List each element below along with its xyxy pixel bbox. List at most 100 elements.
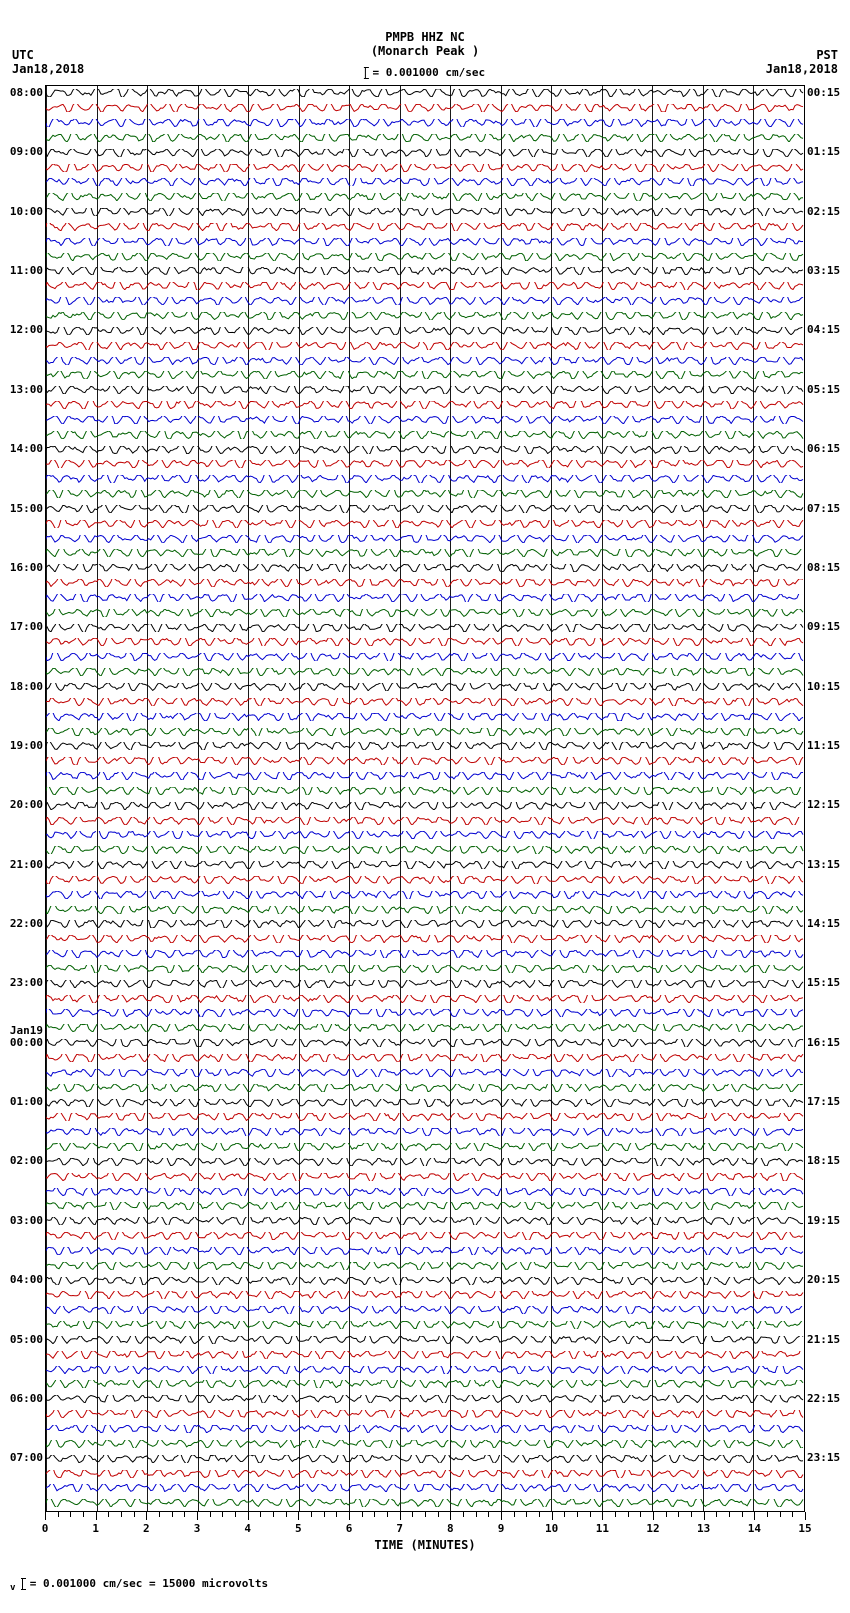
x-tick [248,1512,249,1520]
x-tick [197,1512,198,1520]
x-tick-minor [640,1512,641,1517]
utc-block: UTC Jan18,2018 [12,48,84,76]
waveform [46,920,804,928]
x-tick-minor [476,1512,477,1517]
scale-text: = 0.001000 cm/sec [373,66,486,79]
trace-row [46,1021,804,1036]
trace-row [46,516,804,531]
waveform [46,1128,804,1136]
pst-hour-label: 12:15 [804,798,840,811]
trace-row [46,457,804,472]
waveform [46,980,804,988]
waveform [46,1232,804,1240]
pst-hour-label: 10:15 [804,680,840,693]
waveform [46,802,804,810]
x-tick-minor [235,1512,236,1517]
trace-row: 21:0013:15 [46,858,804,873]
x-tick-minor [628,1512,629,1517]
x-tick-minor [615,1512,616,1517]
trace-row [46,694,804,709]
x-tick-label: 6 [346,1522,353,1535]
trace-row: 04:0020:15 [46,1273,804,1288]
x-tick-label: 0 [42,1522,49,1535]
trace-row [46,1169,804,1184]
trace-row: 18:0010:15 [46,680,804,695]
pst-hour-label: 05:15 [804,383,840,396]
x-tick-label: 11 [596,1522,609,1535]
trace-row [46,1318,804,1333]
waveform [46,861,804,869]
waveform [46,579,804,587]
waveform [46,267,804,275]
x-tick-minor [729,1512,730,1517]
pst-hour-label: 08:15 [804,561,840,574]
pst-hour-label: 07:15 [804,502,840,515]
waveform [46,891,804,899]
waveform [46,846,804,854]
trace-row [46,101,804,116]
x-tick [754,1512,755,1520]
trace-row: 22:0014:15 [46,917,804,932]
trace-row: 13:0005:15 [46,383,804,398]
pst-hour-label: 01:15 [804,145,840,158]
trace-row [46,412,804,427]
waveform [46,1277,804,1285]
x-tick-minor [121,1512,122,1517]
utc-hour-label: 08:00 [10,86,46,99]
waveform [46,668,804,676]
waveform [46,357,804,365]
trace-row: 20:0012:15 [46,798,804,813]
trace-row [46,234,804,249]
utc-hour-label: 14:00 [10,442,46,455]
x-tick-minor [83,1512,84,1517]
trace-row: 11:0003:15 [46,264,804,279]
trace-row [46,1436,804,1451]
waveform [46,178,804,186]
waveform [46,401,804,409]
x-tick-minor [412,1512,413,1517]
pst-hour-label: 03:15 [804,264,840,277]
waveform [46,965,804,973]
x-tick-minor [336,1512,337,1517]
trace-row [46,576,804,591]
waveform [46,1410,804,1418]
x-tick-minor [767,1512,768,1517]
waveform [46,609,804,617]
pst-hour-label: 14:15 [804,917,840,930]
utc-hour-label: 09:00 [10,145,46,158]
scale-bar-icon [22,1578,23,1590]
x-tick-minor [463,1512,464,1517]
pst-date: Jan18,2018 [766,62,838,76]
x-tick-minor [286,1512,287,1517]
x-tick-minor [666,1512,667,1517]
trace-row [46,813,804,828]
waveform [46,1202,804,1210]
trace-row [46,338,804,353]
waveform [46,327,804,335]
waveform [46,1158,804,1166]
x-tick [602,1512,603,1520]
utc-hour-label: 05:00 [10,1333,46,1346]
waveform [46,1173,804,1181]
waveform [46,371,804,379]
trace-row [46,828,804,843]
utc-hour-label: 17:00 [10,620,46,633]
waveform [46,164,804,172]
waveform [46,1084,804,1092]
trace-row [46,398,804,413]
waveform [46,1336,804,1344]
x-tick-minor [210,1512,211,1517]
x-tick-label: 15 [798,1522,811,1535]
trace-row [46,1466,804,1481]
x-tick [552,1512,553,1520]
station-line1: PMPB HHZ NC [371,30,479,44]
x-tick-minor [387,1512,388,1517]
trace-row [46,353,804,368]
waveform [46,1455,804,1463]
waveform [46,787,804,795]
x-tick [653,1512,654,1520]
x-tick-minor [425,1512,426,1517]
waveform [46,1366,804,1374]
trace-row [46,1481,804,1496]
x-tick-minor [780,1512,781,1517]
